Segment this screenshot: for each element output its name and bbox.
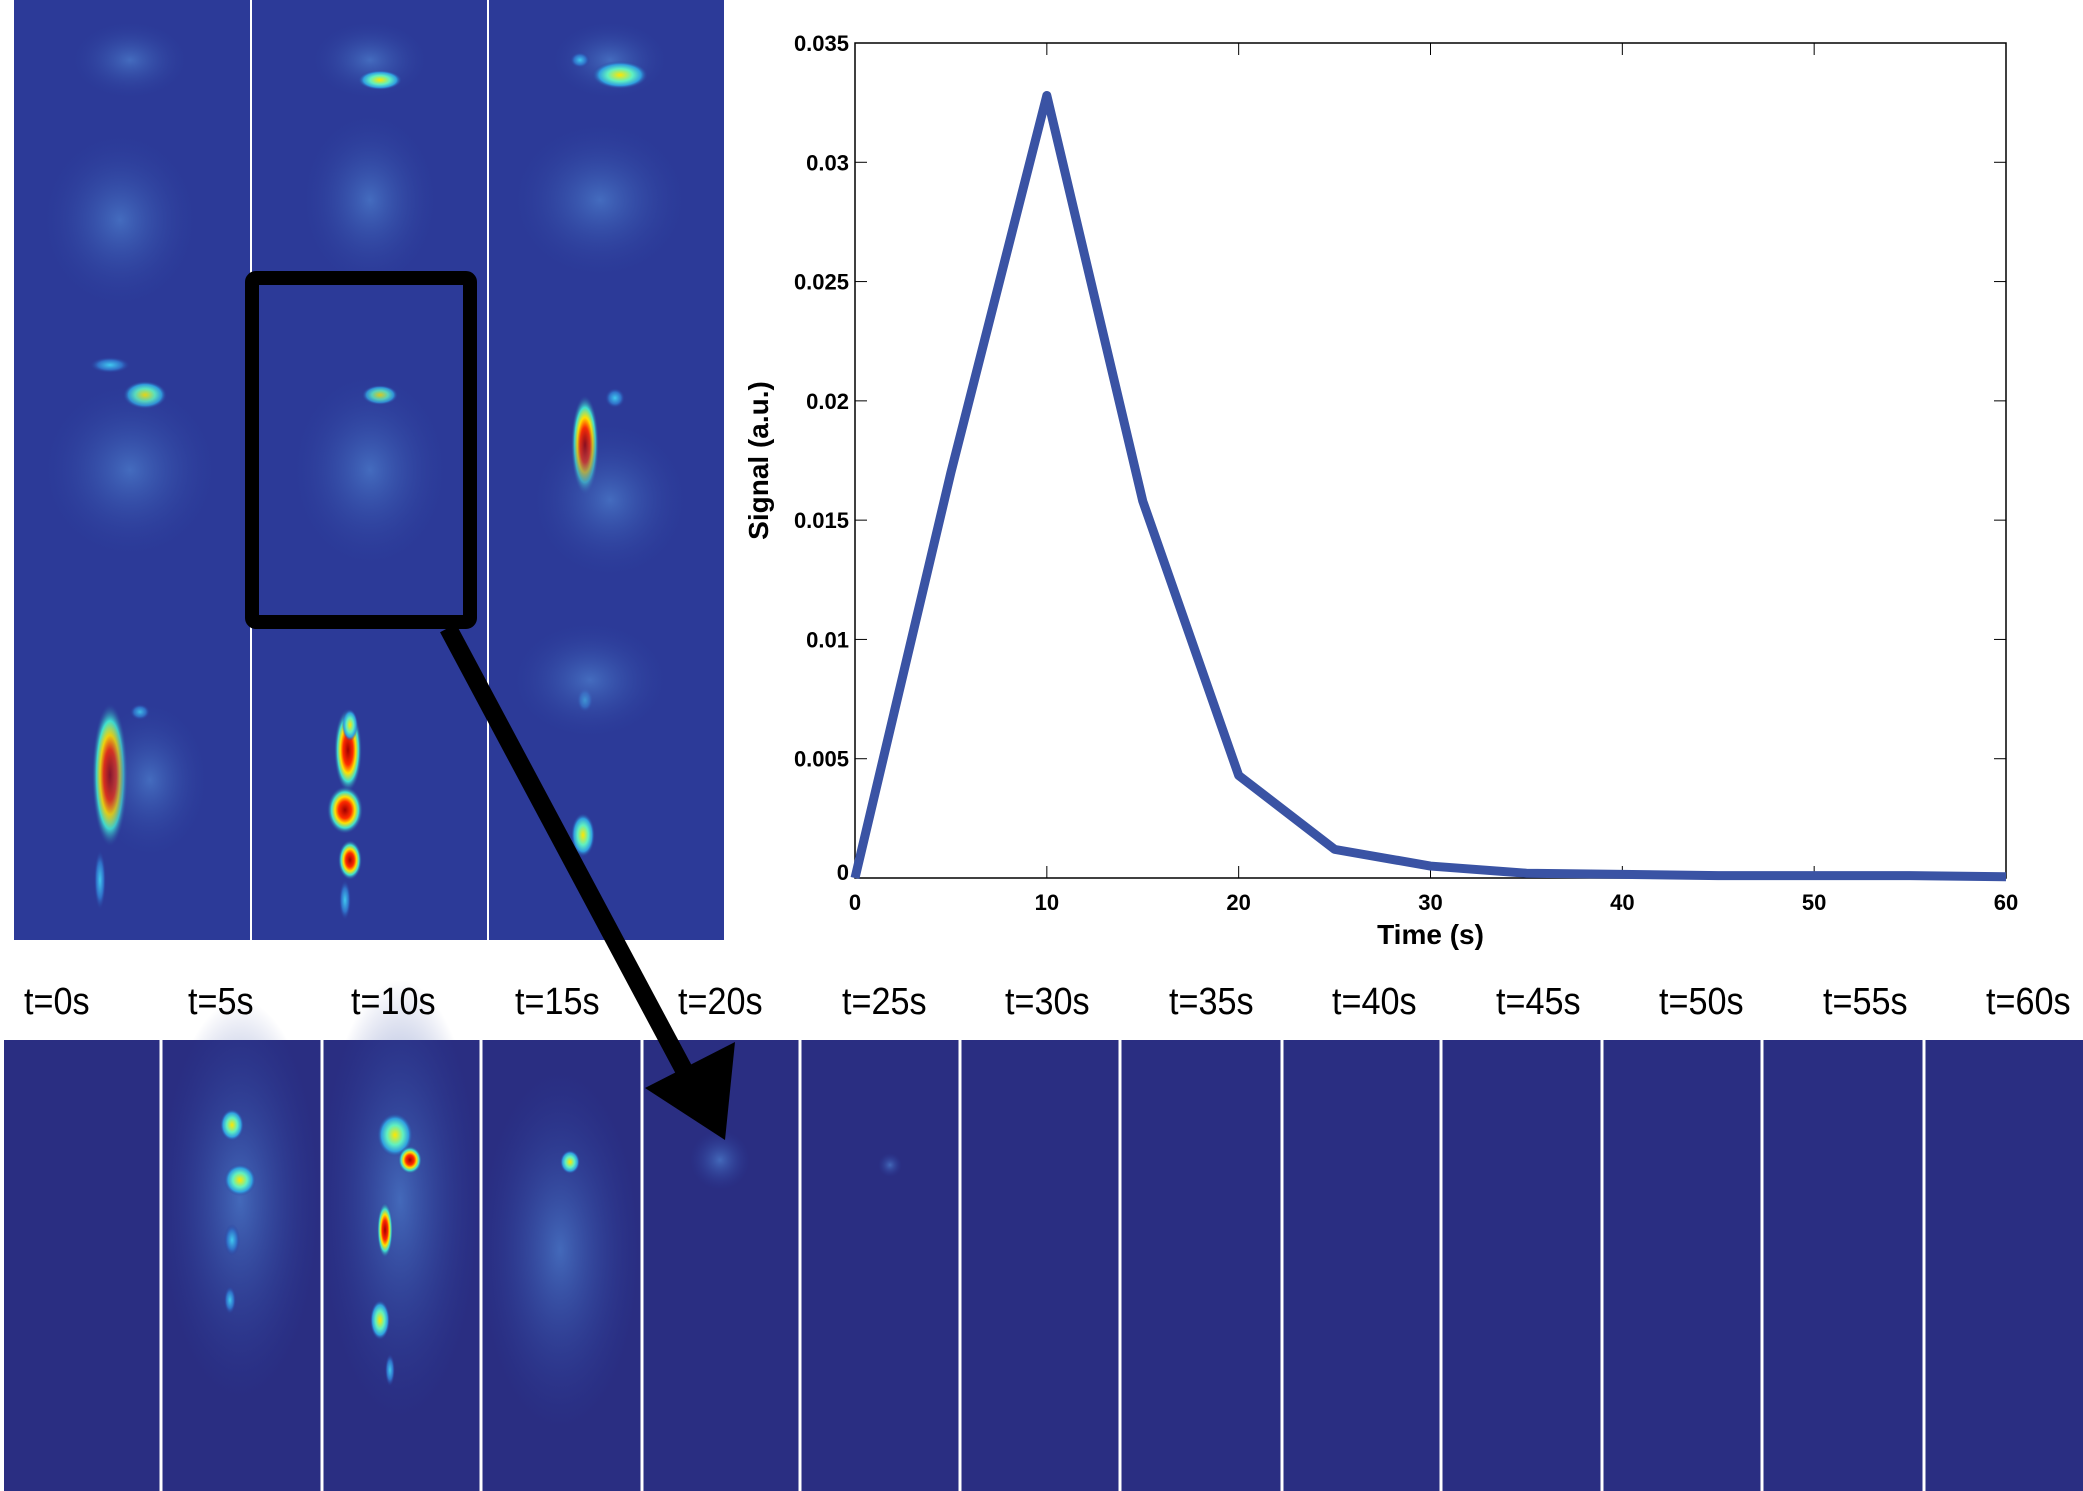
timeline-strip bbox=[4, 980, 2083, 1491]
intensity-blob bbox=[480, 1070, 640, 1430]
intensity-blob bbox=[510, 120, 690, 280]
plot-area bbox=[854, 42, 2007, 879]
time-label: t=55s bbox=[1822, 981, 1908, 1023]
y-tick-label: 0.01 bbox=[806, 627, 849, 652]
intensity-blob bbox=[40, 380, 220, 560]
intensity-blob bbox=[160, 1000, 320, 1400]
signal-chart: 0 10 20 30 40 50 60 0 0.005 0.01 0.015 0.02 0.025 0.0… bbox=[743, 31, 2018, 950]
intensity-blob bbox=[339, 880, 351, 920]
intensity-blob bbox=[570, 52, 590, 68]
y-tick-label: 0 bbox=[837, 860, 849, 885]
intensity-blob bbox=[338, 840, 362, 880]
time-label: t=20s bbox=[678, 981, 763, 1023]
intensity-blob bbox=[224, 1286, 236, 1314]
y-tick-label: 0.02 bbox=[806, 389, 849, 414]
intensity-blob bbox=[878, 1153, 902, 1177]
intensity-blob bbox=[94, 850, 106, 910]
intensity-blob bbox=[290, 370, 450, 570]
x-tick-label: 30 bbox=[1418, 890, 1442, 915]
time-label: t=10s bbox=[351, 981, 436, 1023]
intensity-blob bbox=[605, 388, 625, 408]
time-label: t=5s bbox=[187, 981, 254, 1023]
intensity-blob bbox=[690, 1130, 750, 1190]
arrow-head-icon bbox=[645, 1042, 735, 1140]
y-tick-label: 0.025 bbox=[794, 270, 849, 295]
time-label: t=45s bbox=[1495, 981, 1581, 1023]
intensity-blob bbox=[220, 1109, 244, 1141]
time-label: t=15s bbox=[514, 981, 600, 1023]
intensity-blob bbox=[90, 700, 210, 860]
intensity-blob bbox=[320, 980, 480, 1420]
intensity-blob bbox=[385, 1354, 395, 1386]
y-tick-label: 0.005 bbox=[794, 747, 849, 772]
x-tick-label: 0 bbox=[849, 890, 861, 915]
highlight-box bbox=[245, 271, 477, 629]
intensity-blob bbox=[342, 709, 358, 741]
x-tick-label: 40 bbox=[1610, 890, 1634, 915]
x-tick-label: 50 bbox=[1802, 890, 1826, 915]
x-tick-label: 60 bbox=[1994, 890, 2018, 915]
intensity-blob bbox=[571, 813, 595, 857]
intensity-blob bbox=[370, 1300, 390, 1340]
time-label: t=30s bbox=[1005, 981, 1090, 1023]
x-axis-label: Time (s) bbox=[1377, 919, 1484, 950]
x-tick-label: 20 bbox=[1226, 890, 1250, 915]
intensity-blob bbox=[560, 1150, 580, 1174]
intensity-blob bbox=[530, 420, 690, 580]
intensity-blob bbox=[70, 20, 190, 100]
time-label: t=60s bbox=[1986, 981, 2071, 1023]
y-axis-label: Signal (a.u.) bbox=[743, 381, 774, 540]
intensity-blob bbox=[592, 61, 648, 89]
intensity-blob bbox=[398, 1146, 422, 1174]
y-tick-label: 0.015 bbox=[794, 508, 849, 533]
intensity-blob bbox=[224, 1224, 240, 1256]
intensity-blob bbox=[90, 357, 130, 373]
intensity-blob bbox=[224, 1164, 256, 1196]
intensity-blob bbox=[377, 1202, 393, 1258]
time-label: t=0s bbox=[24, 981, 90, 1023]
image-montage bbox=[14, 0, 724, 940]
x-tick-label: 10 bbox=[1035, 890, 1059, 915]
intensity-blob bbox=[327, 786, 363, 834]
y-tick-label: 0.03 bbox=[806, 150, 849, 175]
time-label: t=25s bbox=[841, 981, 927, 1023]
y-tick-label: 0.035 bbox=[794, 31, 849, 56]
time-label: t=35s bbox=[1168, 981, 1254, 1023]
intensity-blob bbox=[377, 1113, 413, 1157]
intensity-blob bbox=[40, 130, 200, 310]
time-label: t=40s bbox=[1332, 981, 1417, 1023]
time-label: t=50s bbox=[1659, 981, 1744, 1023]
intensity-blob bbox=[300, 110, 440, 290]
intensity-blob bbox=[358, 70, 402, 90]
arrow-shaft bbox=[440, 623, 708, 1105]
intensity-blob bbox=[510, 620, 670, 740]
